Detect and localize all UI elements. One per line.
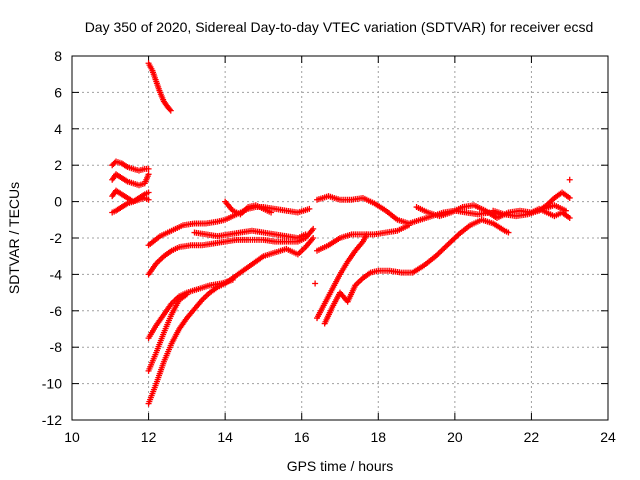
grid — [72, 56, 608, 420]
y-axis-label: SDTVAR / TECUs — [6, 182, 22, 294]
series-arc-7 — [222, 198, 275, 218]
data-point — [167, 107, 174, 114]
data-point — [566, 214, 573, 221]
x-tick-label: 16 — [294, 429, 310, 445]
series-arc-16 — [321, 216, 512, 327]
series-arc-9 — [191, 227, 309, 241]
x-tick-label: 10 — [64, 429, 80, 445]
y-tick-label: -12 — [42, 412, 62, 428]
x-tick-label: 22 — [524, 429, 540, 445]
data-point — [505, 229, 512, 236]
y-tick-label: 4 — [54, 121, 62, 137]
data-point — [310, 235, 317, 241]
data-point — [145, 171, 152, 178]
x-tick-label: 24 — [600, 429, 616, 445]
y-tick-label: -4 — [50, 266, 63, 282]
x-tick-label: 12 — [141, 429, 157, 445]
data-point — [268, 209, 275, 216]
plot-frame — [71, 55, 609, 421]
series-arc-19 — [528, 205, 573, 221]
series-arc-1 — [145, 60, 174, 114]
series-arc-3 — [109, 171, 152, 189]
data-point — [183, 291, 190, 298]
y-tick-label: -8 — [50, 339, 63, 355]
y-tick-label: 8 — [54, 48, 62, 64]
series-arc-12 — [145, 235, 317, 407]
series-arc-2 — [109, 158, 152, 174]
y-tick-label: 6 — [54, 84, 62, 100]
data-points — [109, 60, 573, 407]
data-point — [405, 222, 412, 229]
x-tick-label: 14 — [217, 429, 233, 445]
x-tick-label: 20 — [447, 429, 463, 445]
y-tick-label: -2 — [50, 230, 63, 246]
data-point — [363, 231, 370, 238]
y-tick-label: -6 — [50, 303, 63, 319]
x-axis-label: GPS time / hours — [287, 458, 394, 474]
data-point — [145, 196, 152, 203]
series-arc-15 — [314, 231, 370, 322]
series-arc-5 — [109, 194, 152, 216]
series-arc-11 — [145, 291, 190, 374]
y-tick-label: -10 — [42, 376, 62, 392]
data-point — [145, 165, 152, 172]
data-point — [312, 280, 319, 287]
chart-title: Day 350 of 2020, Sidereal Day-to-day VTE… — [85, 19, 594, 35]
data-point — [310, 225, 317, 232]
data-point — [566, 194, 573, 201]
y-tick-label: 2 — [54, 157, 62, 173]
x-tick-label: 18 — [370, 429, 386, 445]
series-outliers — [312, 176, 573, 287]
data-point — [566, 176, 573, 183]
data-point — [306, 205, 313, 212]
data-point — [166, 106, 173, 113]
data-point — [302, 231, 309, 238]
data-point — [145, 189, 152, 196]
y-tick-label: 0 — [54, 194, 62, 210]
